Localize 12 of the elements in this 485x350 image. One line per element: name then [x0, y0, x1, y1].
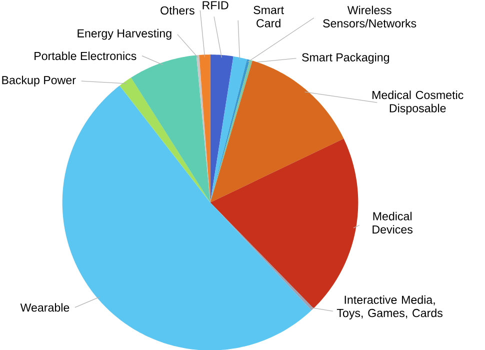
- slice-label: Smart Packaging: [302, 52, 390, 64]
- slice-label: Wireless Sensors/Networks: [323, 6, 416, 28]
- slice-label: Others: [160, 6, 194, 14]
- slice-label: Backup Power: [2, 76, 76, 86]
- slice-label: RFID: [202, 1, 228, 10]
- slice-label: Portable Electronics: [34, 51, 136, 60]
- slice-label: Medical Cosmetic Disposable: [372, 90, 464, 114]
- slice-label: Smart Card: [254, 6, 284, 28]
- slice-label: Wearable: [20, 302, 70, 312]
- slice-label: Interactive Media, Toys, Games, Cards: [336, 295, 442, 320]
- slice-label: Medical Devices: [372, 212, 413, 234]
- slice-label: Energy Harvesting: [78, 28, 172, 40]
